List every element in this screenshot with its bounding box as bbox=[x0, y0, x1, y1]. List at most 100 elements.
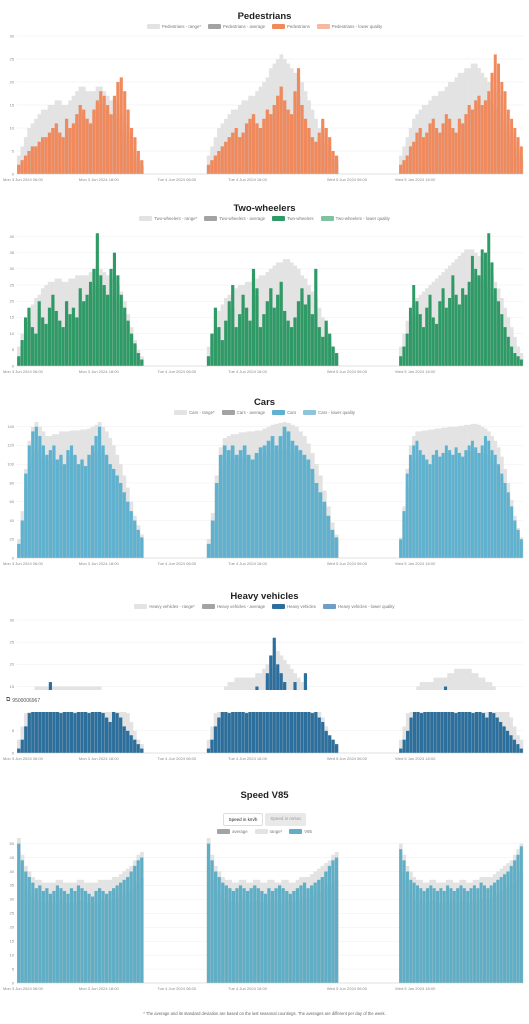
data-bar[interactable] bbox=[402, 739, 406, 753]
data-bar[interactable] bbox=[59, 888, 63, 983]
data-bar[interactable] bbox=[87, 713, 91, 753]
data-bar[interactable] bbox=[83, 890, 88, 983]
data-bar[interactable] bbox=[290, 440, 295, 558]
data-bar[interactable] bbox=[61, 327, 65, 366]
data-bar[interactable] bbox=[513, 520, 517, 558]
data-bar[interactable] bbox=[95, 100, 99, 174]
data-bar[interactable] bbox=[310, 137, 314, 174]
data-bar[interactable] bbox=[20, 739, 24, 753]
data-bar[interactable] bbox=[431, 317, 435, 366]
data-bar[interactable] bbox=[296, 301, 301, 366]
data-bar[interactable] bbox=[266, 440, 271, 558]
data-bar[interactable] bbox=[253, 885, 257, 983]
data-bar[interactable] bbox=[45, 454, 49, 558]
data-bar[interactable] bbox=[17, 748, 21, 753]
data-bar[interactable] bbox=[278, 885, 282, 983]
data-bar[interactable] bbox=[295, 888, 300, 983]
data-bar[interactable] bbox=[448, 450, 452, 558]
data-bar[interactable] bbox=[133, 520, 137, 558]
data-bar[interactable] bbox=[62, 464, 67, 558]
data-bar[interactable] bbox=[469, 888, 473, 983]
data-bar[interactable] bbox=[133, 137, 137, 174]
data-bar[interactable] bbox=[242, 888, 246, 983]
data-bar[interactable] bbox=[90, 699, 95, 753]
data-bar[interactable] bbox=[444, 114, 448, 174]
data-bar[interactable] bbox=[500, 314, 504, 366]
data-bar[interactable] bbox=[328, 735, 332, 753]
data-bar[interactable] bbox=[90, 896, 95, 983]
data-bar[interactable] bbox=[300, 699, 304, 753]
data-bar[interactable] bbox=[307, 128, 311, 174]
data-bar[interactable] bbox=[437, 708, 441, 753]
data-bar[interactable] bbox=[62, 704, 67, 753]
data-bar[interactable] bbox=[322, 501, 327, 558]
data-bar[interactable] bbox=[467, 281, 471, 366]
data-bar[interactable] bbox=[112, 708, 116, 753]
data-bar[interactable] bbox=[441, 452, 445, 558]
data-bar[interactable] bbox=[506, 871, 510, 983]
data-bar[interactable] bbox=[76, 885, 81, 983]
data-bar[interactable] bbox=[251, 695, 256, 753]
data-bar[interactable] bbox=[69, 888, 74, 983]
data-bar[interactable] bbox=[484, 252, 487, 366]
data-bar[interactable] bbox=[244, 713, 249, 753]
data-bar[interactable] bbox=[317, 879, 321, 983]
data-bar[interactable] bbox=[470, 255, 474, 366]
data-bar[interactable] bbox=[136, 529, 140, 558]
data-bar[interactable] bbox=[431, 118, 435, 174]
data-bar[interactable] bbox=[272, 105, 276, 174]
data-bar[interactable] bbox=[279, 673, 283, 753]
data-bar[interactable] bbox=[439, 888, 443, 983]
data-bar[interactable] bbox=[119, 294, 123, 366]
data-bar[interactable] bbox=[27, 151, 31, 174]
data-bar[interactable] bbox=[480, 249, 484, 366]
data-bar[interactable] bbox=[485, 717, 489, 753]
data-bar[interactable] bbox=[499, 721, 503, 753]
data-bar[interactable] bbox=[270, 890, 275, 983]
data-bar[interactable] bbox=[294, 445, 299, 558]
data-bar[interactable] bbox=[495, 717, 499, 753]
legend-item[interactable]: Two-wheelers - average bbox=[204, 216, 265, 221]
data-bar[interactable] bbox=[65, 118, 69, 174]
data-bar[interactable] bbox=[428, 294, 432, 366]
data-bar[interactable] bbox=[282, 426, 287, 558]
data-bar[interactable] bbox=[31, 699, 35, 753]
data-bar[interactable] bbox=[490, 72, 494, 174]
data-bar[interactable] bbox=[80, 888, 84, 983]
data-bar[interactable] bbox=[58, 132, 62, 174]
data-bar[interactable] bbox=[136, 353, 140, 366]
data-bar[interactable] bbox=[490, 450, 494, 558]
data-bar[interactable] bbox=[221, 882, 225, 983]
data-bar[interactable] bbox=[454, 132, 458, 174]
legend-item[interactable]: average bbox=[217, 829, 248, 834]
legend-item[interactable]: Heavy vehicles - average bbox=[201, 604, 265, 609]
data-bar[interactable] bbox=[68, 128, 72, 174]
data-bar[interactable] bbox=[477, 452, 481, 558]
data-bar[interactable] bbox=[503, 482, 507, 558]
data-bar[interactable] bbox=[119, 717, 123, 753]
data-bar[interactable] bbox=[85, 294, 89, 366]
data-bar[interactable] bbox=[218, 454, 223, 558]
data-bar[interactable] bbox=[206, 164, 211, 174]
data-bar[interactable] bbox=[482, 885, 486, 983]
data-bar[interactable] bbox=[412, 882, 416, 983]
data-bar[interactable] bbox=[281, 888, 285, 983]
data-bar[interactable] bbox=[108, 464, 112, 558]
data-bar[interactable] bbox=[241, 699, 245, 753]
data-bar[interactable] bbox=[331, 151, 335, 174]
data-bar[interactable] bbox=[438, 132, 442, 174]
data-bar[interactable] bbox=[231, 285, 235, 366]
data-bar[interactable] bbox=[477, 95, 481, 174]
data-bar[interactable] bbox=[224, 320, 228, 366]
data-bar[interactable] bbox=[101, 445, 105, 558]
data-bar[interactable] bbox=[279, 281, 283, 366]
data-bar[interactable] bbox=[68, 314, 72, 366]
data-bar[interactable] bbox=[34, 426, 38, 558]
data-bar[interactable] bbox=[436, 890, 440, 983]
data-bar[interactable] bbox=[456, 888, 460, 983]
data-bar[interactable] bbox=[435, 323, 439, 366]
data-bar[interactable] bbox=[461, 123, 465, 174]
data-bar[interactable] bbox=[500, 82, 504, 174]
data-bar[interactable] bbox=[293, 682, 297, 753]
data-bar[interactable] bbox=[283, 310, 287, 366]
